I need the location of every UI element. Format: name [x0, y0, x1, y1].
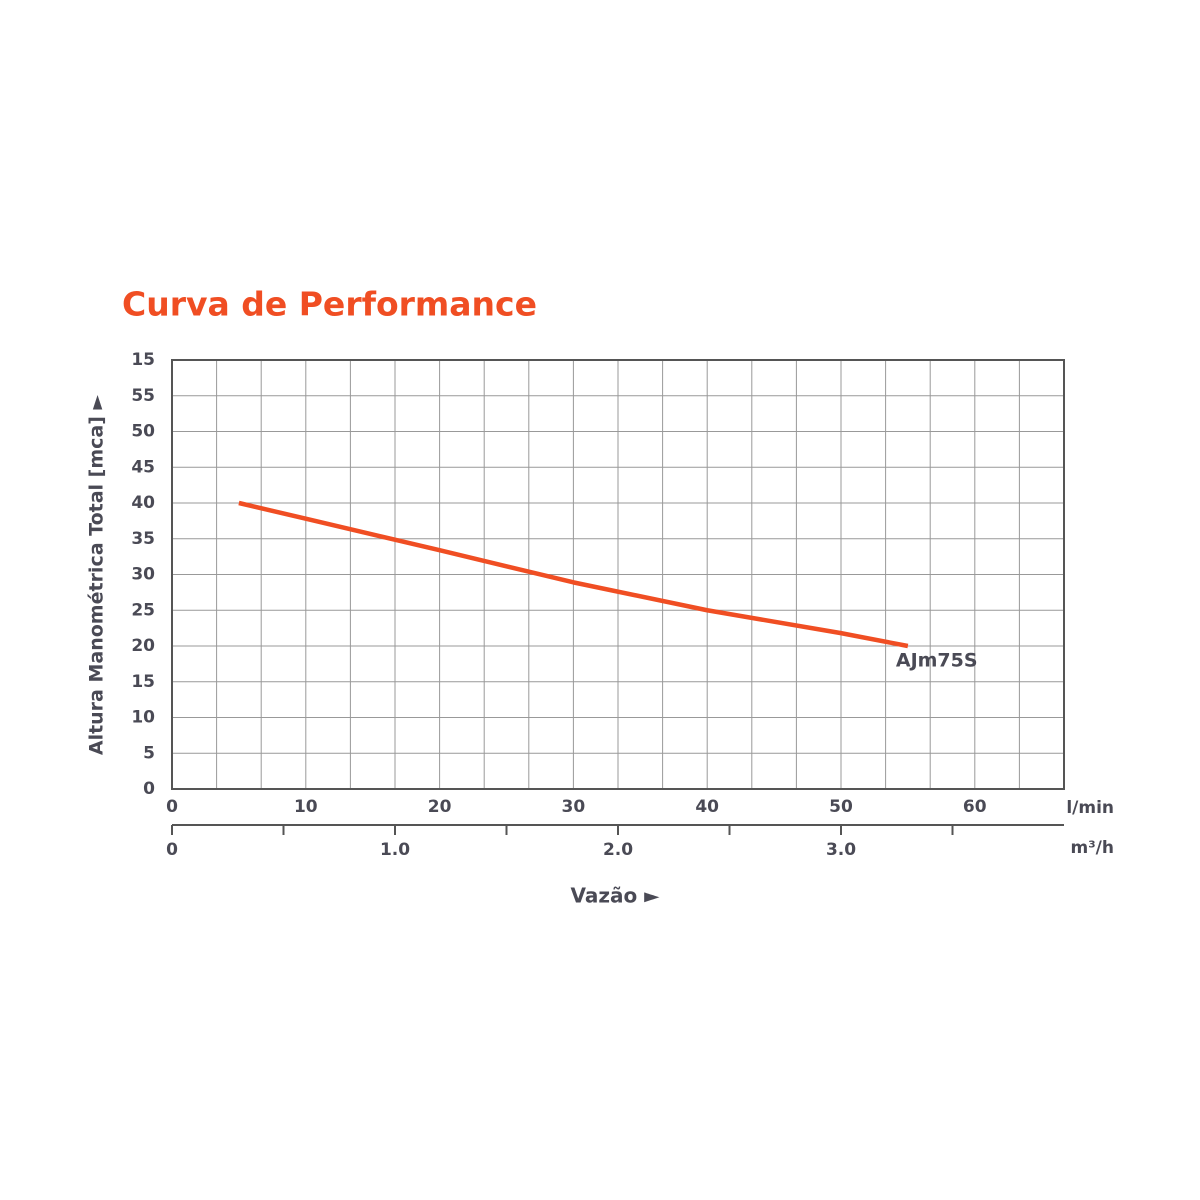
y-tick-label: 55 [131, 386, 155, 406]
x2-tick-label: 0 [166, 840, 178, 860]
y-tick-label: 50 [131, 422, 155, 442]
x-axis-label: Vazão ► [570, 884, 660, 908]
y-tick-label: 5 [143, 743, 155, 763]
y-tick-label: 45 [131, 457, 155, 477]
y-tick-label: 10 [131, 708, 155, 728]
x2-unit: m³/h [1071, 838, 1114, 858]
series-label: AJm75S [896, 650, 978, 672]
y-tick-label: 30 [131, 565, 155, 585]
x-tick-label: 30 [562, 797, 586, 817]
x-tick-label: 40 [695, 797, 719, 817]
chart-title: Curva de Performance [122, 285, 537, 324]
x2-tick-label: 3.0 [826, 840, 856, 860]
x-tick-label: 0 [166, 797, 178, 817]
y-tick-label: 15 [131, 672, 155, 692]
y-tick-label: 25 [131, 600, 155, 620]
y-tick-label: 0 [143, 779, 155, 799]
y-tick-label: 40 [131, 493, 155, 513]
x-tick-label: 50 [829, 797, 853, 817]
plot-frame [171, 359, 1065, 790]
x-tick-label: 20 [428, 797, 452, 817]
x-tick-label: 10 [294, 797, 318, 817]
x2-tick-label: 2.0 [603, 840, 633, 860]
y-tick-label: 20 [131, 636, 155, 656]
x2-tick-label: 1.0 [380, 840, 410, 860]
series-line [238, 500, 909, 649]
y-tick-label: 15 [131, 350, 155, 370]
y-tick-label: 35 [131, 529, 155, 549]
y-axis-label: Altura Manométrica Total [mca] ► [86, 394, 108, 755]
x-tick-label: 60 [963, 797, 987, 817]
x-unit: l/min [1066, 798, 1114, 818]
